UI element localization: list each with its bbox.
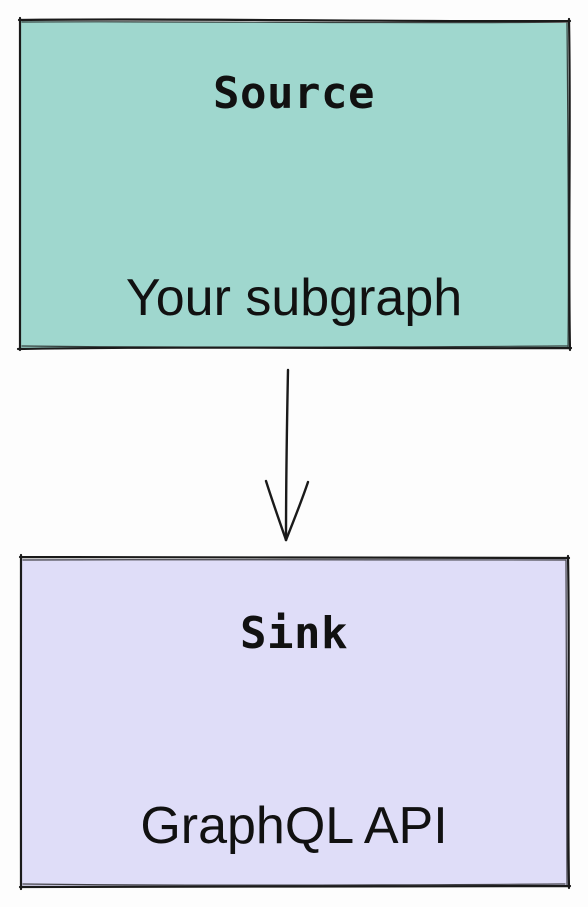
sink-title: Sink [240, 608, 348, 659]
sink-box-outline [18, 553, 572, 891]
source-box-outline-sketch [21, 21, 570, 348]
source-subtitle: Your subgraph [125, 269, 463, 327]
sink-node: Sink GraphQL API [18, 556, 570, 888]
sink-box-shape [18, 553, 572, 891]
flow-arrow [264, 368, 310, 542]
source-node: Source Your subgraph [18, 18, 570, 350]
sink-box-outline-sketch [22, 559, 568, 886]
arrow-shaft [284, 368, 290, 542]
arrow-head-left [264, 479, 288, 542]
arrow-head-right [284, 480, 310, 542]
sink-box-fill [21, 559, 568, 886]
source-box-fill [20, 21, 569, 348]
sink-subtitle: GraphQL API [140, 797, 448, 855]
source-box-shape [16, 16, 573, 352]
source-box-outline [16, 16, 573, 352]
source-title: Source [213, 68, 375, 119]
